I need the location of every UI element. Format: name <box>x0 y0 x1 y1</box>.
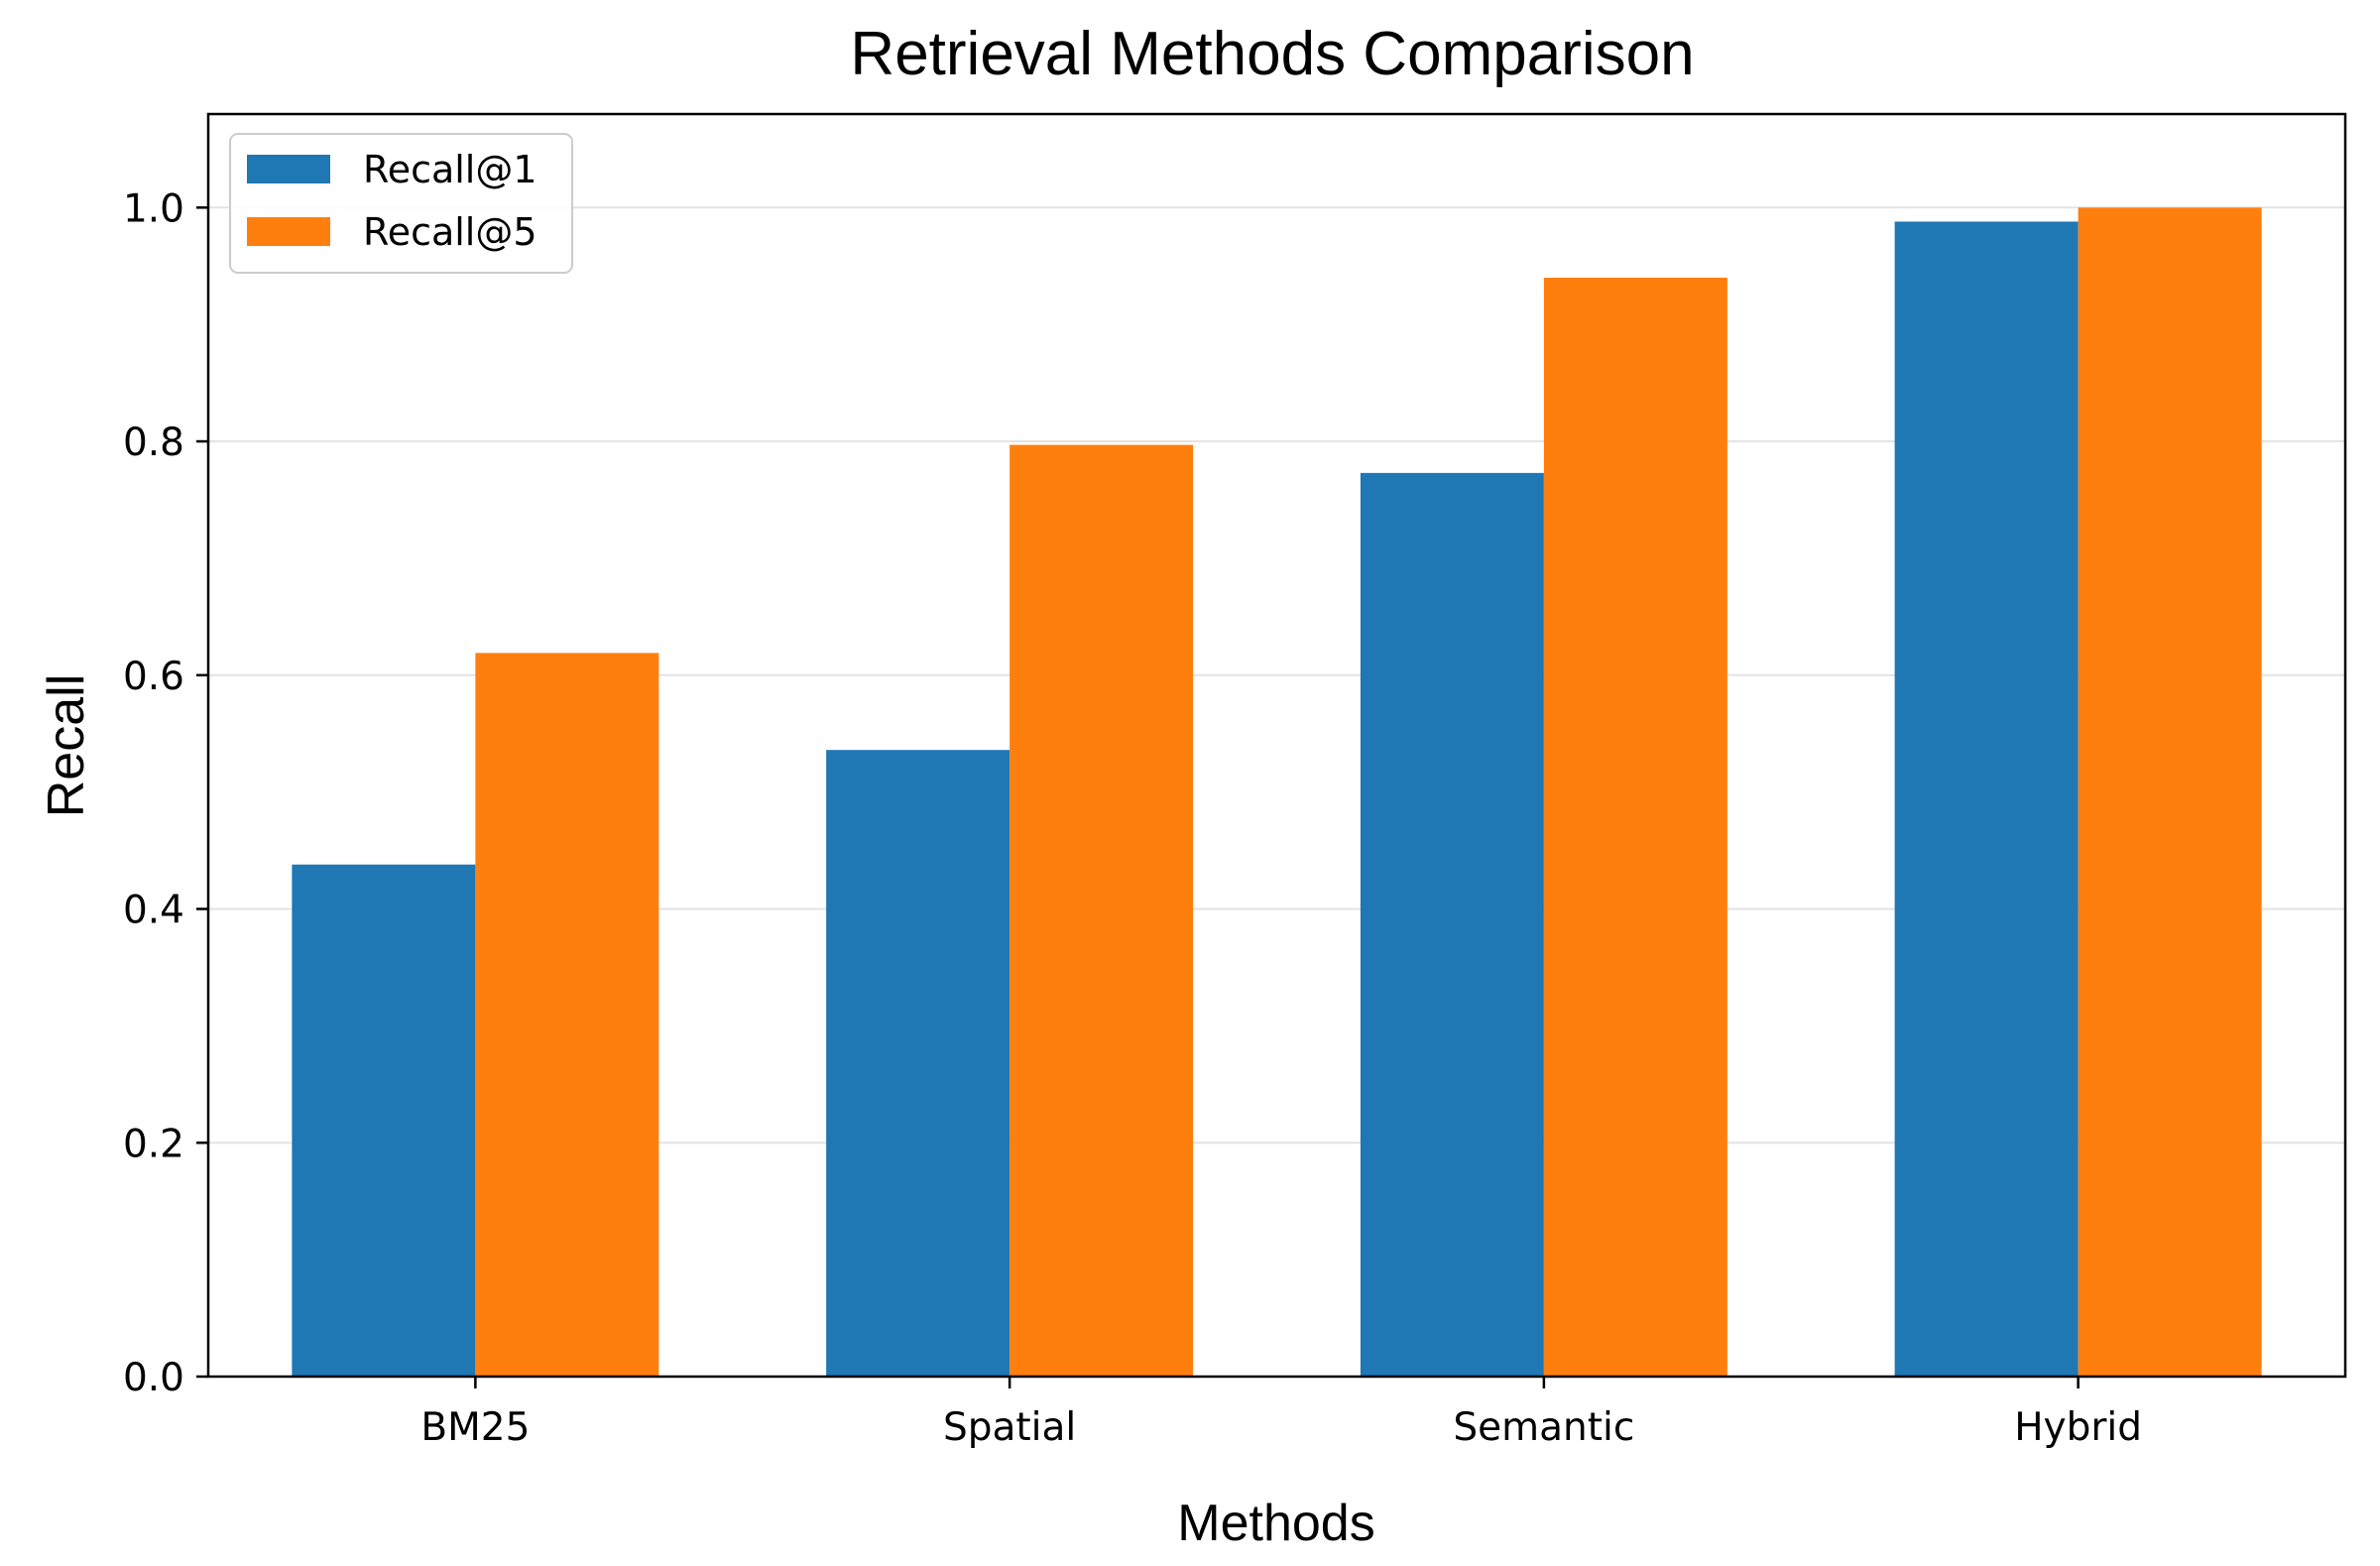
x-tick-label-semantic: Semantic <box>1453 1405 1634 1450</box>
y-tick-label: 0.0 <box>123 1356 184 1400</box>
legend-swatch-recall-5 <box>247 217 330 246</box>
legend-swatch-recall-1 <box>247 155 330 183</box>
x-tick-label-hybrid: Hybrid <box>2014 1405 2142 1450</box>
y-tick-label: 1.0 <box>123 186 184 231</box>
x-tick-label-spatial: Spatial <box>943 1405 1076 1450</box>
y-tick-label: 0.2 <box>123 1122 184 1166</box>
bar-spatial-recall-1 <box>826 750 1011 1377</box>
bar-hybrid-recall-1 <box>1894 221 2079 1378</box>
legend-label-recall-1: Recall@1 <box>363 148 537 191</box>
plot-frame <box>206 112 2347 1379</box>
x-tick-label-bm25: BM25 <box>420 1405 530 1450</box>
chart-title: Retrieval Methods Comparison <box>850 20 1694 88</box>
bar-semantic-recall-1 <box>1360 472 1544 1377</box>
bar-spatial-recall-5 <box>1010 444 1194 1378</box>
bar-hybrid-recall-5 <box>2078 207 2262 1378</box>
bar-bm25-recall-5 <box>475 653 659 1377</box>
bar-semantic-recall-5 <box>1543 278 1727 1377</box>
y-axis-ticks: 0.0 0.2 0.4 0.6 0.8 1.0 <box>123 186 208 1400</box>
bars <box>292 207 2262 1378</box>
legend: Recall@1 Recall@5 <box>229 133 573 274</box>
y-tick-label: 0.6 <box>123 655 184 699</box>
bar-bm25-recall-1 <box>292 864 476 1377</box>
legend-label-recall-5: Recall@5 <box>363 210 537 254</box>
y-tick-label: 0.4 <box>123 889 184 933</box>
y-axis-label: Recall <box>38 674 95 818</box>
x-axis-label: Methods <box>1177 1495 1374 1552</box>
y-tick-label: 0.8 <box>123 421 184 465</box>
x-axis-ticks: BM25 Spatial Semantic Hybrid <box>420 1377 2142 1450</box>
